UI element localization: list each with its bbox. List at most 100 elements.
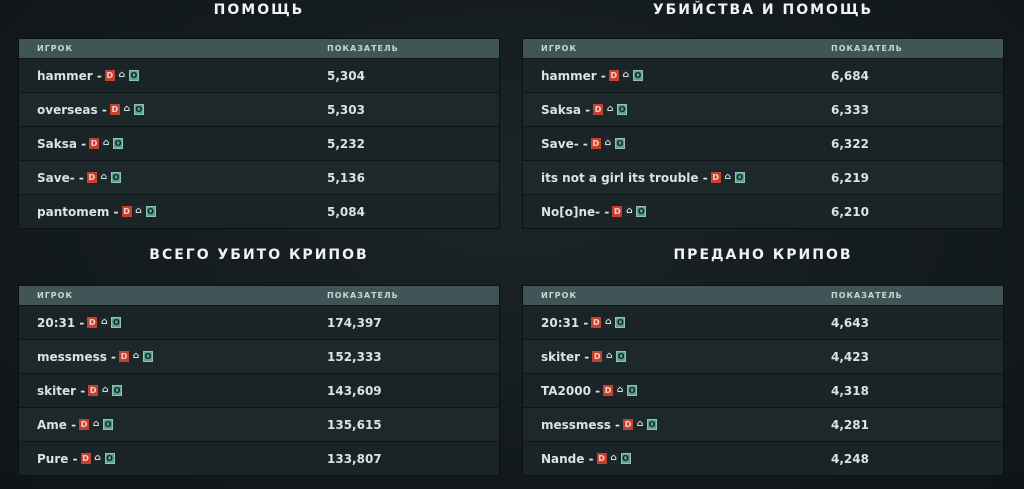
hero-silhouette-icon[interactable]: ⌂: [635, 419, 646, 430]
hero-silhouette-icon[interactable]: ⌂: [602, 138, 613, 149]
hero-silhouette-icon[interactable]: ⌂: [99, 317, 110, 328]
hero-silhouette-icon[interactable]: ⌂: [624, 206, 635, 217]
profile-badge-icon[interactable]: O: [627, 385, 638, 396]
profile-badge-icon[interactable]: O: [113, 138, 124, 149]
profile-badge-icon[interactable]: O: [104, 453, 115, 464]
player-name[interactable]: hammer -: [37, 68, 102, 83]
player-name[interactable]: 20:31 -: [37, 315, 85, 330]
table-row[interactable]: Save- - D ⌂ O 5,136: [19, 160, 499, 194]
hero-silhouette-icon[interactable]: ⌂: [101, 138, 112, 149]
player-name[interactable]: messmess -: [541, 417, 621, 432]
table-row[interactable]: messmess - D ⌂ O 4,281: [523, 407, 1003, 441]
table-row[interactable]: its not a girl its trouble - D ⌂ O 6,219: [523, 160, 1003, 194]
dota-plus-badge-icon[interactable]: D: [710, 172, 721, 183]
player-name[interactable]: overseas -: [37, 102, 107, 117]
dota-plus-badge-icon[interactable]: D: [593, 104, 604, 115]
hero-silhouette-icon[interactable]: ⌂: [100, 385, 111, 396]
dota-plus-badge-icon[interactable]: D: [592, 351, 603, 362]
player-name[interactable]: Ame -: [37, 417, 77, 432]
player-name[interactable]: skiter -: [541, 349, 590, 364]
profile-badge-icon[interactable]: O: [616, 351, 627, 362]
player-name[interactable]: Saksa -: [541, 102, 591, 117]
dota-plus-badge-icon[interactable]: D: [590, 138, 601, 149]
profile-badge-icon[interactable]: O: [632, 70, 643, 81]
profile-badge-icon[interactable]: O: [133, 104, 144, 115]
dota-plus-badge-icon[interactable]: D: [79, 419, 90, 430]
profile-badge-icon[interactable]: O: [614, 138, 625, 149]
player-name[interactable]: Pure -: [37, 451, 78, 466]
table-row[interactable]: overseas - D ⌂ O 5,303: [19, 92, 499, 126]
player-name[interactable]: skiter -: [37, 383, 86, 398]
table-row[interactable]: TA2000 - D ⌂ O 4,318: [523, 373, 1003, 407]
hero-silhouette-icon[interactable]: ⌂: [121, 104, 132, 115]
dota-plus-badge-icon[interactable]: D: [87, 317, 98, 328]
profile-badge-icon[interactable]: O: [636, 206, 647, 217]
dota-plus-badge-icon[interactable]: D: [86, 172, 97, 183]
hero-silhouette-icon[interactable]: ⌂: [116, 70, 127, 81]
table-row[interactable]: Ame - D ⌂ O 135,615: [19, 407, 499, 441]
profile-badge-icon[interactable]: O: [103, 419, 114, 430]
profile-badge-icon[interactable]: O: [111, 317, 122, 328]
dota-plus-badge-icon[interactable]: D: [121, 206, 132, 217]
dota-plus-badge-icon[interactable]: D: [591, 317, 602, 328]
dota-plus-badge-icon[interactable]: D: [596, 453, 607, 464]
dota-plus-badge-icon[interactable]: D: [612, 206, 623, 217]
hero-silhouette-icon[interactable]: ⌂: [92, 453, 103, 464]
table-row[interactable]: skiter - D ⌂ O 143,609: [19, 373, 499, 407]
hero-silhouette-icon[interactable]: ⌂: [608, 453, 619, 464]
dota-plus-badge-icon[interactable]: D: [80, 453, 91, 464]
table-row[interactable]: messmess - D ⌂ O 152,333: [19, 339, 499, 373]
profile-badge-icon[interactable]: O: [620, 453, 631, 464]
player-name[interactable]: messmess -: [37, 349, 117, 364]
profile-badge-icon[interactable]: O: [128, 70, 139, 81]
table-row[interactable]: pantomem - D ⌂ O 5,084: [19, 194, 499, 228]
player-name[interactable]: Save- -: [37, 170, 84, 185]
profile-badge-icon[interactable]: O: [110, 172, 121, 183]
table-row[interactable]: Saksa - D ⌂ O 5,232: [19, 126, 499, 160]
profile-badge-icon[interactable]: O: [143, 351, 154, 362]
table-row[interactable]: hammer - D ⌂ O 5,304: [19, 58, 499, 92]
table-row[interactable]: skiter - D ⌂ O 4,423: [523, 339, 1003, 373]
profile-badge-icon[interactable]: O: [617, 104, 628, 115]
hero-silhouette-icon[interactable]: ⌂: [98, 172, 109, 183]
hero-silhouette-icon[interactable]: ⌂: [131, 351, 142, 362]
hero-silhouette-icon[interactable]: ⌂: [133, 206, 144, 217]
player-name[interactable]: No[o]ne- -: [541, 204, 610, 219]
player-name[interactable]: TA2000 -: [541, 383, 601, 398]
hero-silhouette-icon[interactable]: ⌂: [620, 70, 631, 81]
profile-badge-icon[interactable]: O: [734, 172, 745, 183]
player-name[interactable]: its not a girl its trouble -: [541, 170, 708, 185]
player-name[interactable]: Nande -: [541, 451, 594, 466]
dota-plus-badge-icon[interactable]: D: [104, 70, 115, 81]
hero-silhouette-icon[interactable]: ⌂: [722, 172, 733, 183]
profile-badge-icon[interactable]: O: [112, 385, 123, 396]
table-row[interactable]: 20:31 - D ⌂ O 4,643: [523, 305, 1003, 339]
dota-plus-badge-icon[interactable]: D: [603, 385, 614, 396]
profile-badge-icon[interactable]: O: [615, 317, 626, 328]
dota-plus-badge-icon[interactable]: D: [89, 138, 100, 149]
dota-plus-badge-icon[interactable]: D: [119, 351, 130, 362]
hero-silhouette-icon[interactable]: ⌂: [603, 317, 614, 328]
player-name[interactable]: Saksa -: [37, 136, 87, 151]
table-row[interactable]: Nande - D ⌂ O 4,248: [523, 441, 1003, 475]
hero-silhouette-icon[interactable]: ⌂: [604, 351, 615, 362]
dota-plus-badge-icon[interactable]: D: [88, 385, 99, 396]
table-row[interactable]: Saksa - D ⌂ O 6,333: [523, 92, 1003, 126]
dota-plus-badge-icon[interactable]: D: [608, 70, 619, 81]
dota-plus-badge-icon[interactable]: D: [109, 104, 120, 115]
table-row[interactable]: Pure - D ⌂ O 133,807: [19, 441, 499, 475]
table-row[interactable]: No[o]ne- - D ⌂ O 6,210: [523, 194, 1003, 228]
profile-badge-icon[interactable]: O: [145, 206, 156, 217]
table-row[interactable]: hammer - D ⌂ O 6,684: [523, 58, 1003, 92]
table-row[interactable]: 20:31 - D ⌂ O 174,397: [19, 305, 499, 339]
hero-silhouette-icon[interactable]: ⌂: [605, 104, 616, 115]
table-row[interactable]: Save- - D ⌂ O 6,322: [523, 126, 1003, 160]
player-name[interactable]: hammer -: [541, 68, 606, 83]
dota-plus-badge-icon[interactable]: D: [623, 419, 634, 430]
hero-silhouette-icon[interactable]: ⌂: [91, 419, 102, 430]
player-name[interactable]: 20:31 -: [541, 315, 589, 330]
player-name[interactable]: pantomem -: [37, 204, 119, 219]
hero-silhouette-icon[interactable]: ⌂: [615, 385, 626, 396]
player-name[interactable]: Save- -: [541, 136, 588, 151]
profile-badge-icon[interactable]: O: [647, 419, 658, 430]
